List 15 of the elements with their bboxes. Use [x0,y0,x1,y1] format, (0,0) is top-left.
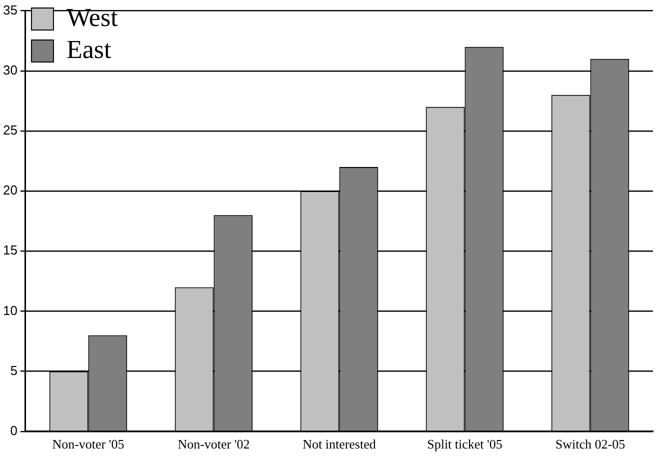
y-tick-label: 20 [2,182,18,198]
y-tick-label: 10 [2,302,18,318]
x-tick-label: Non-voter '02 [178,436,250,452]
legend-label: West [66,2,119,32]
y-tick-label: 30 [2,62,18,78]
x-tick-label: Split ticket '05 [427,436,502,452]
y-tick-label: 25 [2,122,18,138]
y-tick-label: 5 [10,362,18,378]
y-tick-label: 15 [2,242,18,258]
y-tick-label: 0 [10,422,18,438]
legend-label: East [66,34,112,64]
y-tick-label: 35 [2,2,18,18]
x-tick-label: Not interested [302,436,376,452]
x-tick-label: Non-voter '05 [52,436,124,452]
x-tick-label: Switch 02-05 [555,436,626,452]
